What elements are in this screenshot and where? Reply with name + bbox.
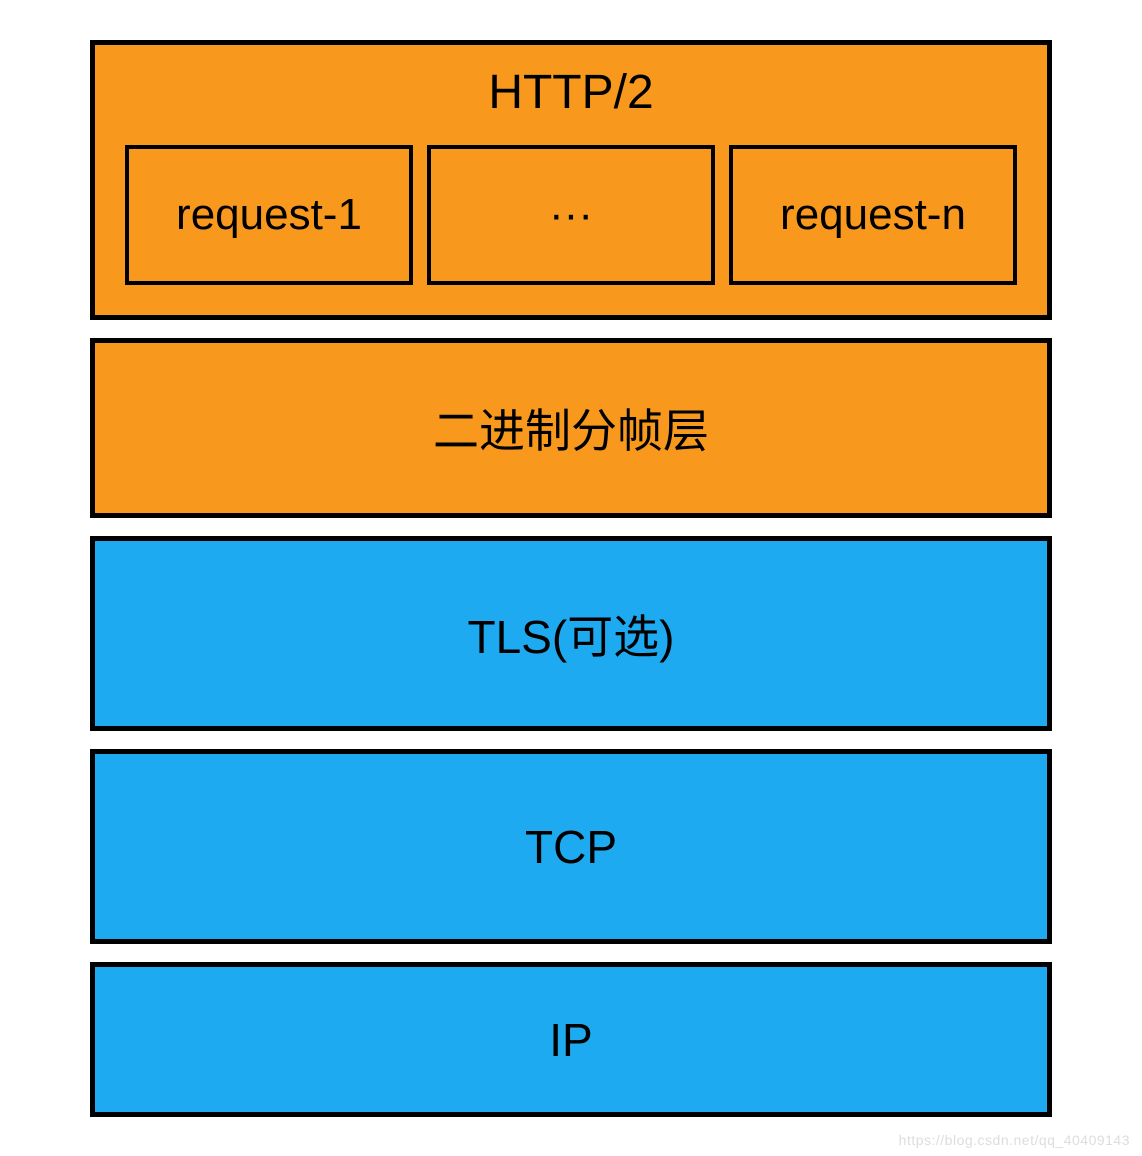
layer-framing-label: 二进制分帧层 xyxy=(433,395,709,461)
layer-framing: 二进制分帧层 xyxy=(90,338,1052,518)
layer-ip: IP xyxy=(90,962,1052,1117)
layer-tls: TLS(可选) xyxy=(90,536,1052,731)
requests-row: request-1 ··· request-n xyxy=(125,145,1017,285)
layer-http2-title: HTTP/2 xyxy=(488,65,653,120)
watermark-text: https://blog.csdn.net/qq_40409143 xyxy=(899,1132,1130,1148)
layer-ip-label: IP xyxy=(549,1013,592,1067)
request-box-ellipsis: ··· xyxy=(427,145,715,285)
request-box-1: request-1 xyxy=(125,145,413,285)
request-box-n: request-n xyxy=(729,145,1017,285)
layer-tls-label: TLS(可选) xyxy=(468,601,675,667)
layer-http2: HTTP/2 request-1 ··· request-n xyxy=(90,40,1052,320)
layer-tcp: TCP xyxy=(90,749,1052,944)
layer-tcp-label: TCP xyxy=(525,820,617,874)
protocol-stack-diagram: HTTP/2 request-1 ··· request-n 二进制分帧层 TL… xyxy=(90,40,1052,1117)
